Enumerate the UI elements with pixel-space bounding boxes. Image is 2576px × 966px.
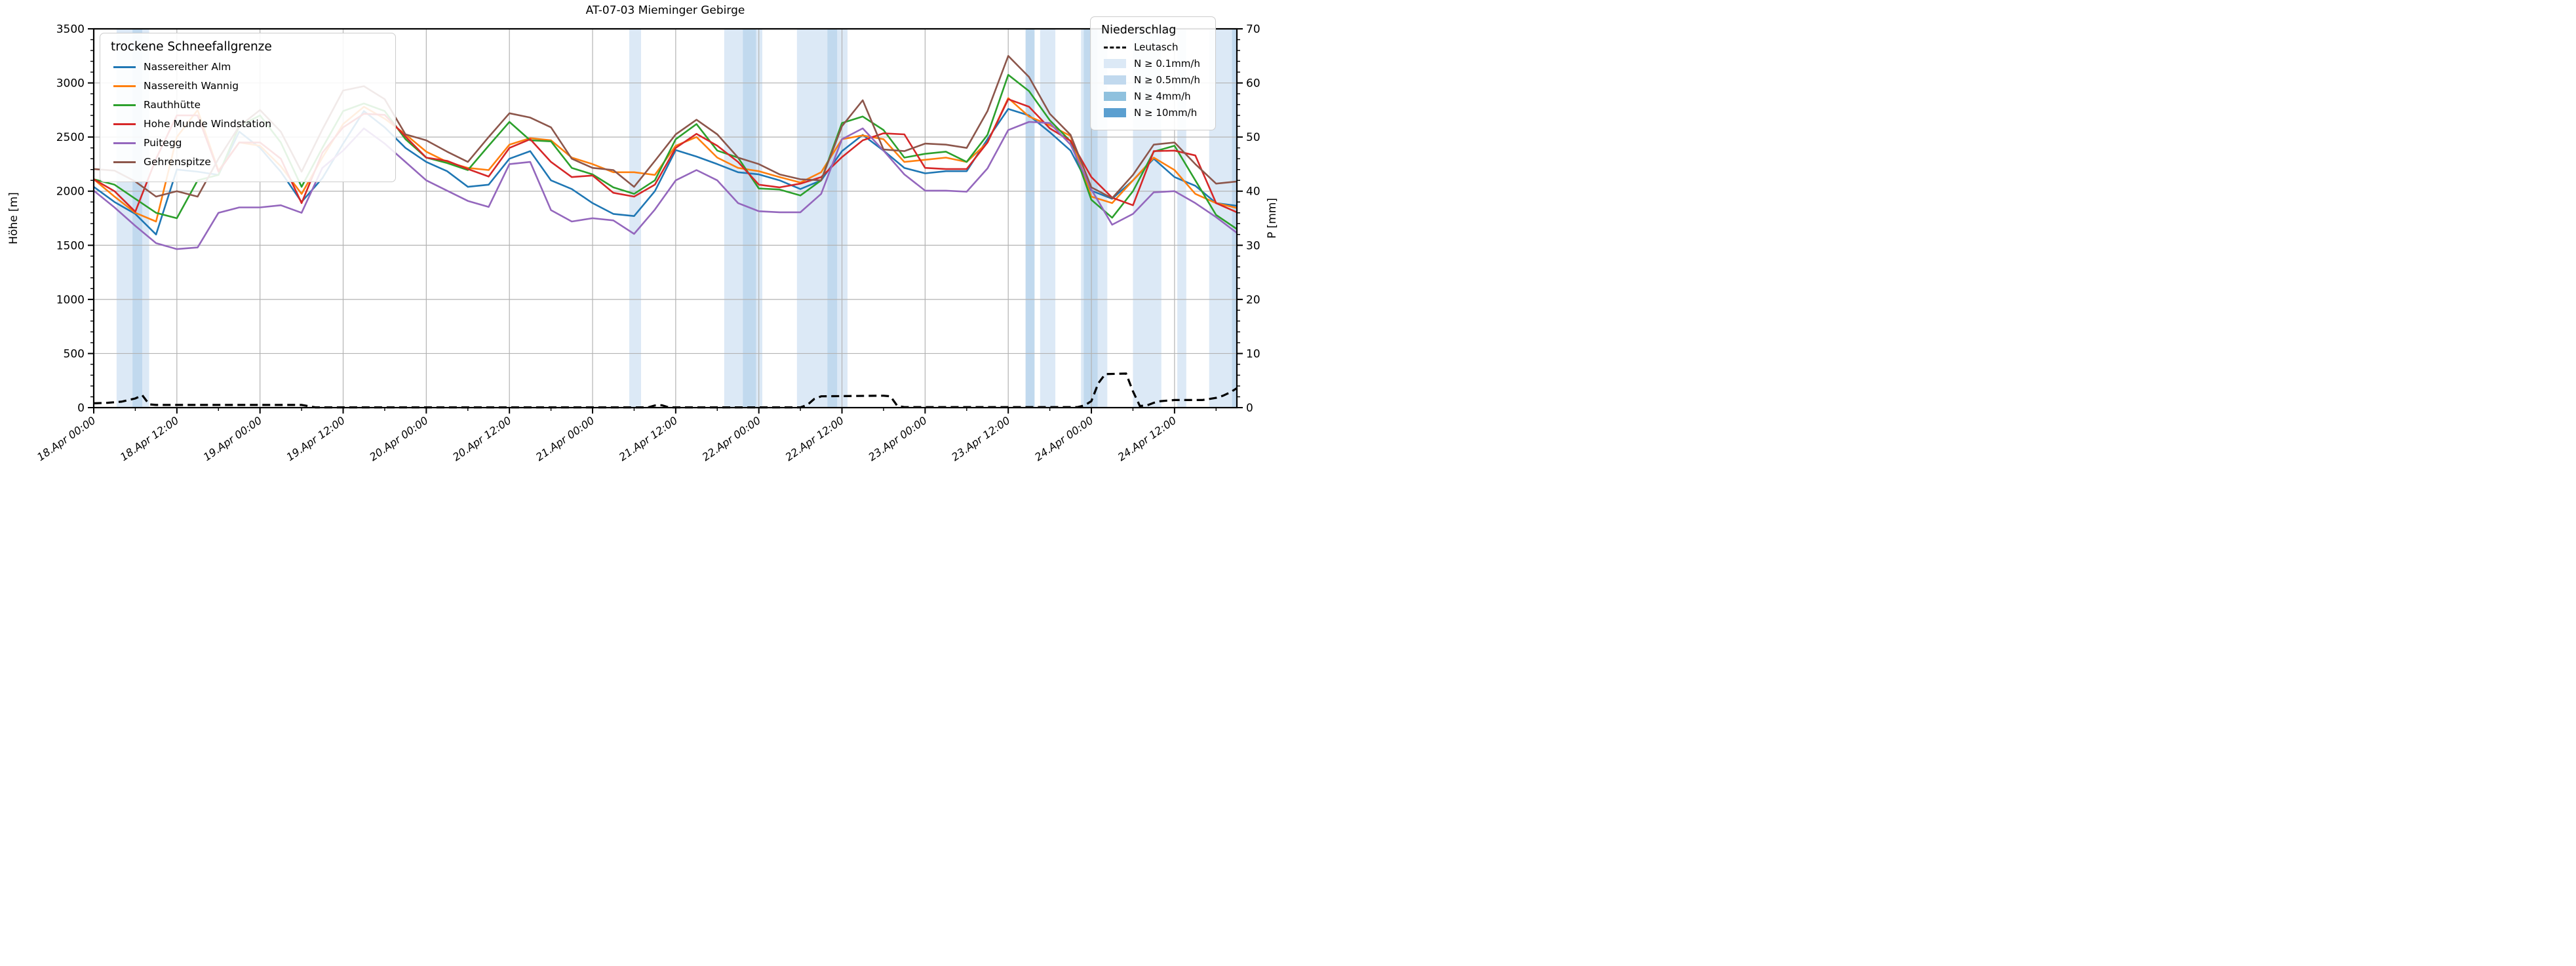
legend-item-label: Rauthhütte xyxy=(144,99,201,111)
x-tick-label: 24.Apr 12:00 xyxy=(1116,414,1179,463)
band-swatch-icon xyxy=(1104,108,1126,117)
x-tick-label: 23.Apr 12:00 xyxy=(949,414,1012,463)
y-left-tick-label: 1000 xyxy=(56,294,85,307)
legend-item-label: Puitegg xyxy=(144,137,182,149)
line-swatch-icon xyxy=(113,66,136,68)
precip-band-0.5mm xyxy=(1025,29,1035,408)
series-line-puitegg xyxy=(93,121,1238,250)
x-tick-label: 20.Apr 12:00 xyxy=(450,414,513,463)
precip-band-0.5mm xyxy=(1232,29,1237,408)
y-left-tick-label: 0 xyxy=(77,402,85,415)
precip-band-0.5mm xyxy=(743,29,756,408)
x-tick-label: 21.Apr 12:00 xyxy=(617,414,680,463)
band-swatch-icon xyxy=(1104,75,1126,85)
legend-item-label: Nassereith Wannig xyxy=(144,80,239,92)
legend-item-puitegg: Puitegg xyxy=(109,137,386,149)
legend-item-band-4: N ≥ 4mm/h xyxy=(1100,90,1206,102)
y-right-tick-label: 50 xyxy=(1246,131,1260,144)
legend-item-label: N ≥ 4mm/h xyxy=(1134,90,1191,102)
x-tick-label: 22.Apr 00:00 xyxy=(700,414,763,463)
y-right-tick-label: 10 xyxy=(1246,347,1260,360)
x-tick-label: 22.Apr 12:00 xyxy=(783,414,846,463)
legend-item-rauthh-tte: Rauthhütte xyxy=(109,99,386,111)
legend-item-label: N ≥ 0.5mm/h xyxy=(1134,74,1200,86)
legend-snowline: trockene Schneefallgrenze Nassereither A… xyxy=(100,33,396,182)
y-left-tick-label: 3000 xyxy=(56,77,85,90)
x-tick-label: 18.Apr 12:00 xyxy=(118,414,181,463)
y-left-tick-label: 2000 xyxy=(56,185,85,199)
precip-band-0.1mm xyxy=(629,29,642,408)
x-tick-label: 20.Apr 00:00 xyxy=(367,414,430,463)
legend-item-band-0.5: N ≥ 0.5mm/h xyxy=(1100,74,1206,86)
legend-item-label: Gehrenspitze xyxy=(144,156,211,168)
legend-precip: Niederschlag Leutasch N ≥ 0.1mm/h N ≥ 0.5… xyxy=(1090,16,1216,130)
y-right-tick-label: 0 xyxy=(1246,402,1253,415)
precip-band-0.1mm xyxy=(1040,29,1056,408)
legend-item-band-0.1: N ≥ 0.1mm/h xyxy=(1100,58,1206,69)
y-left-tick-label: 1500 xyxy=(56,239,85,252)
line-swatch-icon xyxy=(113,161,136,163)
x-tick-label: 18.Apr 00:00 xyxy=(35,414,98,463)
y-right-tick-label: 60 xyxy=(1246,77,1260,90)
legend-item-gehrenspitze: Gehrenspitze xyxy=(109,156,386,168)
legend-item-label: Leutasch xyxy=(1134,41,1179,53)
legend-item-label: Hohe Munde Windstation xyxy=(144,118,272,130)
legend-item-label: Nassereither Alm xyxy=(144,61,231,73)
line-swatch-icon xyxy=(113,85,136,87)
y-right-tick-label: 30 xyxy=(1246,239,1260,252)
legend-snowline-items: Nassereither Alm Nassereith Wannig Rauthhü… xyxy=(109,61,386,168)
legend-snowline-title: trockene Schneefallgrenze xyxy=(111,40,272,54)
line-swatch-icon xyxy=(113,104,136,106)
precip-line xyxy=(93,372,1238,409)
y-left-tick-label: 2500 xyxy=(56,131,85,144)
legend-item-leutasch: Leutasch xyxy=(1100,41,1206,53)
y-right-axis-label: P [mm] xyxy=(1266,198,1279,239)
legend-precip-items: N ≥ 0.1mm/h N ≥ 0.5mm/h N ≥ 4mm/h N ≥ 10mm/… xyxy=(1100,58,1206,119)
chart-title: AT-07-03 Mieminger Gebirge xyxy=(585,4,745,17)
x-tick-label: 19.Apr 12:00 xyxy=(284,414,347,463)
line-swatch-icon xyxy=(113,123,136,125)
legend-item-nassereither-alm: Nassereither Alm xyxy=(109,61,386,73)
y-left-tick-label: 3500 xyxy=(56,23,85,36)
x-tick-label: 24.Apr 00:00 xyxy=(1032,414,1095,463)
chart-canvas: AT-07-03 Mieminger Gebirge 18.Apr 00:00 1… xyxy=(0,0,1288,483)
band-swatch-icon xyxy=(1104,59,1126,68)
y-left-tick-label: 500 xyxy=(64,347,85,360)
y-right-tick-label: 40 xyxy=(1246,185,1260,199)
legend-precip-title: Niederschlag xyxy=(1101,24,1177,37)
precip-band-0.5mm xyxy=(827,29,838,408)
line-swatch-icon xyxy=(113,142,136,144)
precip-band-0.1mm xyxy=(796,29,848,408)
y-left-axis-label: Höhe [m] xyxy=(7,192,20,244)
band-swatch-icon xyxy=(1104,92,1126,101)
legend-item-hohe-munde-windstation: Hohe Munde Windstation xyxy=(109,118,386,130)
legend-item-band-10: N ≥ 10mm/h xyxy=(1100,107,1206,119)
dashed-line-icon xyxy=(1104,46,1126,48)
precip-line-leutasch xyxy=(93,372,1238,409)
legend-item-label: N ≥ 10mm/h xyxy=(1134,107,1198,119)
x-tick-label: 19.Apr 00:00 xyxy=(201,414,264,463)
x-tick-label: 23.Apr 00:00 xyxy=(866,414,929,463)
y-right-tick-label: 70 xyxy=(1246,23,1260,36)
x-tick-label: 21.Apr 00:00 xyxy=(534,414,596,463)
y-right-tick-label: 20 xyxy=(1246,294,1260,307)
legend-item-nassereith-wannig: Nassereith Wannig xyxy=(109,80,386,92)
legend-item-label: N ≥ 0.1mm/h xyxy=(1134,58,1200,69)
